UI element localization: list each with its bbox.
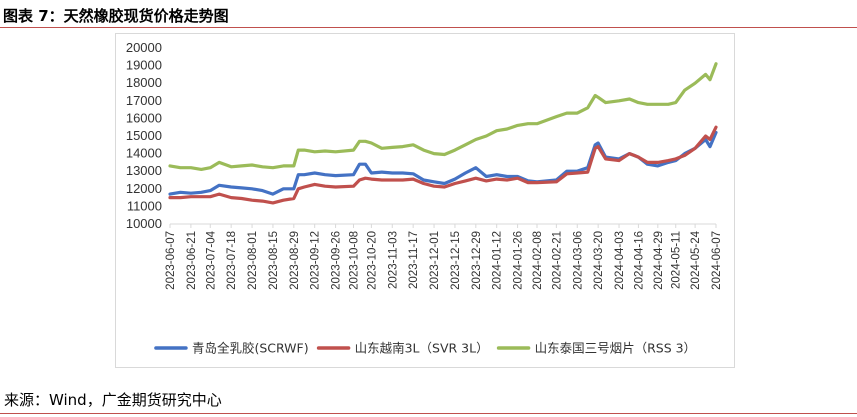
y-tick-label: 13000 xyxy=(126,163,162,178)
x-tick-label: 2024-01-12 xyxy=(492,231,504,290)
y-tick-label: 20000 xyxy=(126,40,162,55)
x-tick-label: 2024-04-29 xyxy=(653,231,665,290)
y-tick-label: 12000 xyxy=(126,181,162,196)
y-tick-label: 14000 xyxy=(126,146,162,161)
bottom-rule xyxy=(0,413,857,414)
x-tick-label: 2024-06-07 xyxy=(711,231,723,290)
top-rule xyxy=(0,27,857,28)
x-tick-label: 2023-10-20 xyxy=(366,231,378,290)
x-tick-label: 2023-10-08 xyxy=(348,231,360,290)
y-tick-label: 10000 xyxy=(126,216,162,231)
x-tick-label: 2023-09-12 xyxy=(310,231,322,290)
series-line-1 xyxy=(168,125,718,205)
legend-label: 山东越南3L（SVR 3L） xyxy=(355,341,489,356)
figure-header: 图表 7：天然橡胶现货价格走势图 xyxy=(0,0,857,27)
legend-label: 山东泰国三号烟片（RSS 3） xyxy=(535,341,696,356)
series-line-2 xyxy=(168,62,718,171)
legend-item: 山东越南3L（SVR 3L） xyxy=(316,341,489,356)
x-tick-label: 2024-05-11 xyxy=(671,231,683,289)
x-tick-label: 2024-04-03 xyxy=(614,231,626,290)
x-tick-label: 2023-12-29 xyxy=(471,231,483,290)
x-tick-label: 2023-07-18 xyxy=(226,231,238,290)
x-tick-label: 2024-03-20 xyxy=(593,231,605,290)
x-tick-label: 2023-12-01 xyxy=(429,231,441,290)
x-tick-label: 2024-04-16 xyxy=(633,231,645,290)
x-tick-label: 2023-12-15 xyxy=(450,231,462,290)
x-tick-label: 2023-11-17 xyxy=(408,231,420,289)
legend: 青岛全乳胶(SCRWF) 山东越南3L（SVR 3L） 山东泰国三号烟片（RSS 3… xyxy=(154,341,696,356)
x-tick-label: 2023-08-01 xyxy=(247,231,259,290)
x-tick-label: 2023-06-21 xyxy=(186,231,198,290)
series-line-0 xyxy=(168,130,718,196)
plot-area xyxy=(168,62,718,205)
y-tick-label: 11000 xyxy=(127,198,162,213)
x-tick-label: 2023-09-26 xyxy=(331,231,343,290)
x-tick-label: 2023-06-07 xyxy=(165,231,177,290)
source-note: 来源：Wind，广金期货研究中心 xyxy=(4,391,222,409)
figure-title: 图表 7：天然橡胶现货价格走势图 xyxy=(3,7,229,25)
y-tick-label: 16000 xyxy=(126,110,162,125)
x-axis: 2023-06-07 2023-06-21 2023-07-04 2023-07-18… xyxy=(165,223,723,290)
x-tick-label: 2023-11-03 xyxy=(387,231,399,289)
legend-label: 青岛全乳胶(SCRWF) xyxy=(192,341,309,356)
x-tick-label: 2023-08-29 xyxy=(289,231,301,290)
legend-item: 山东泰国三号烟片（RSS 3） xyxy=(496,341,696,356)
y-tick-label: 15000 xyxy=(126,128,162,143)
x-tick-label: 2024-03-06 xyxy=(572,231,584,290)
y-axis: 10000 11000 12000 13000 14000 15000 16000 17000… xyxy=(126,40,162,231)
x-tick-label: 2024-02-21 xyxy=(551,231,563,290)
line-chart: 10000 11000 12000 13000 14000 15000 16000 17000… xyxy=(126,40,723,356)
legend-item: 青岛全乳胶(SCRWF) xyxy=(154,341,309,356)
y-tick-label: 19000 xyxy=(126,58,162,73)
x-tick-label: 2024-05-24 xyxy=(690,230,702,289)
y-tick-label: 17000 xyxy=(126,93,162,108)
x-tick-label: 2023-08-15 xyxy=(268,231,280,290)
chart-container: 10000 11000 12000 13000 14000 15000 16000 17000… xyxy=(115,33,735,368)
x-tick-label: 2023-07-04 xyxy=(205,230,217,289)
x-tick-label: 2024-01-26 xyxy=(513,231,525,290)
y-tick-label: 18000 xyxy=(126,75,162,90)
x-tick-label: 2024-02-08 xyxy=(532,231,544,290)
